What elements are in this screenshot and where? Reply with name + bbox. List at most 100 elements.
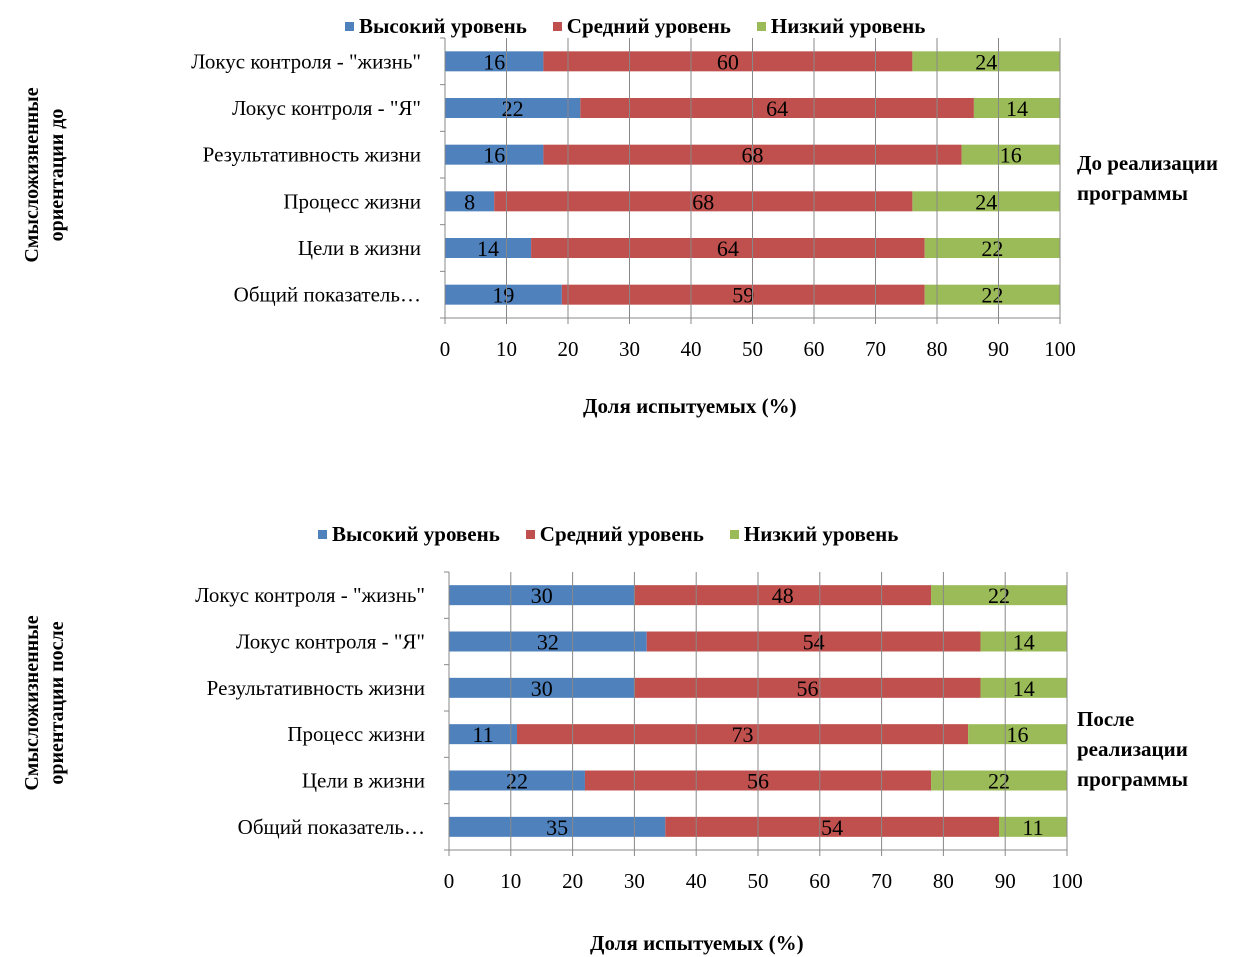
- x-tick-label: 10: [496, 337, 517, 361]
- x-tick-label: 100: [1044, 337, 1076, 361]
- data-label: 54: [803, 630, 825, 655]
- data-label: 22: [981, 283, 1003, 308]
- bar-low: [968, 724, 1067, 745]
- data-label: 48: [772, 583, 794, 608]
- category-label: Общий показатель…: [238, 815, 425, 839]
- bar-high: [445, 284, 562, 305]
- legend-item-high: Высокий уровень: [318, 522, 500, 547]
- bar-medium: [646, 631, 981, 652]
- legend-item-medium: Средний уровень: [525, 522, 704, 547]
- x-tick-label: 70: [865, 337, 886, 361]
- data-label: 54: [821, 815, 843, 840]
- bar-high: [445, 191, 495, 212]
- x-tick-label: 50: [742, 337, 763, 361]
- data-label: 22: [981, 236, 1003, 261]
- data-label: 16: [483, 143, 505, 168]
- x-tick-label: 20: [562, 869, 583, 893]
- x-tick-label: 20: [558, 337, 579, 361]
- chart-plot: 30 48 22 Локус контроля - "жизнь" 32 54 14 Локу…: [195, 571, 1083, 893]
- x-tick-label: 100: [1051, 869, 1083, 893]
- data-label: 24: [975, 189, 997, 214]
- data-label: 16: [1007, 722, 1029, 747]
- bar-high: [449, 585, 635, 606]
- bar-low: [912, 51, 1060, 72]
- legend-swatch-icon: [552, 22, 562, 31]
- data-label: 11: [1022, 815, 1043, 840]
- chart-legend: Высокий уровень Средний уровень Низкий у…: [318, 522, 924, 547]
- data-label: 16: [483, 49, 505, 74]
- y-axis-title: Смысложизненные ориентации до: [21, 87, 68, 263]
- x-axis-title: Доля испытуемых (%): [583, 394, 797, 418]
- data-label: 16: [1000, 143, 1022, 168]
- data-label: 30: [531, 583, 553, 608]
- chart-plot: 16 60 24 Локус контроля - "жизнь" 22 64 14 Локу…: [191, 37, 1076, 361]
- x-tick-label: 30: [624, 869, 645, 893]
- category-label: Цели в жизни: [302, 769, 425, 793]
- data-label: 8: [464, 189, 475, 214]
- x-tick-label: 40: [686, 869, 707, 893]
- y-axis-title: Смысложизненные ориентации после: [21, 615, 68, 791]
- x-tick-label: 0: [444, 869, 455, 893]
- data-label: 59: [732, 283, 754, 308]
- legend-swatch-icon: [729, 530, 739, 539]
- panel-note: До реализации программы: [1077, 151, 1219, 205]
- category-label: Цели в жизни: [298, 236, 421, 260]
- data-label: 56: [796, 676, 818, 701]
- bar-low: [999, 816, 1067, 837]
- data-label: 73: [732, 722, 754, 747]
- bar-low: [924, 238, 1060, 258]
- bar-high: [449, 631, 647, 652]
- data-label: 22: [988, 769, 1010, 794]
- chart-after: Высокий уровень Средний уровень Низкий у…: [0, 486, 1254, 956]
- category-label: Общий показатель…: [234, 283, 421, 307]
- category-label: Локус контроля - "Я": [232, 96, 421, 120]
- category-label: Процесс жизни: [287, 722, 425, 746]
- category-label: Результативность жизни: [203, 143, 421, 167]
- category-label: Результативность жизни: [207, 676, 425, 700]
- x-tick-label: 0: [440, 337, 451, 361]
- bar-low: [931, 770, 1067, 791]
- data-label: 64: [766, 96, 788, 121]
- data-label: 19: [492, 283, 514, 308]
- data-label: 22: [988, 583, 1010, 608]
- bar-high: [449, 816, 666, 837]
- bar-medium: [561, 284, 925, 305]
- x-tick-label: 50: [748, 869, 769, 893]
- bar-low: [924, 284, 1060, 305]
- legend-label: Низкий уровень: [770, 14, 926, 38]
- bar-medium: [494, 191, 913, 212]
- legend-label: Средний уровень: [539, 522, 704, 546]
- data-label: 22: [506, 769, 528, 794]
- data-label: 11: [472, 722, 493, 747]
- x-tick-label: 60: [809, 869, 830, 893]
- data-label: 64: [717, 236, 739, 261]
- bar-low: [980, 631, 1067, 652]
- bar-low: [961, 144, 1060, 165]
- x-axis-title: Доля испытуемых (%): [590, 931, 804, 955]
- legend-swatch-icon: [756, 22, 766, 31]
- category-label: Локус контроля - "жизнь": [195, 583, 425, 607]
- x-tick-label: 40: [681, 337, 702, 361]
- legend-label: Высокий уровень: [359, 14, 527, 38]
- x-tick-label: 90: [995, 869, 1016, 893]
- legend-swatch-icon: [345, 22, 354, 31]
- bar-low: [931, 585, 1067, 606]
- bar-low: [973, 98, 1060, 118]
- x-tick-label: 70: [871, 869, 892, 893]
- legend-item-low: Низкий уровень: [729, 522, 899, 547]
- panel-note: После реализации программы: [1077, 707, 1188, 791]
- legend-label: Средний уровень: [566, 14, 731, 38]
- legend-label: Низкий уровень: [743, 522, 899, 546]
- x-tick-label: 10: [500, 869, 521, 893]
- bar-high: [445, 238, 532, 258]
- data-label: 14: [477, 236, 499, 261]
- legend-item-high: Высокий уровень: [345, 14, 527, 39]
- category-label: Локус контроля - "жизнь": [191, 49, 421, 73]
- data-label: 22: [502, 96, 524, 121]
- data-label: 14: [1013, 630, 1035, 655]
- bar-medium: [516, 724, 969, 745]
- legend-swatch-icon: [525, 530, 535, 539]
- x-tick-label: 30: [619, 337, 640, 361]
- legend-item-medium: Средний уровень: [552, 14, 731, 39]
- bar-medium: [543, 51, 913, 72]
